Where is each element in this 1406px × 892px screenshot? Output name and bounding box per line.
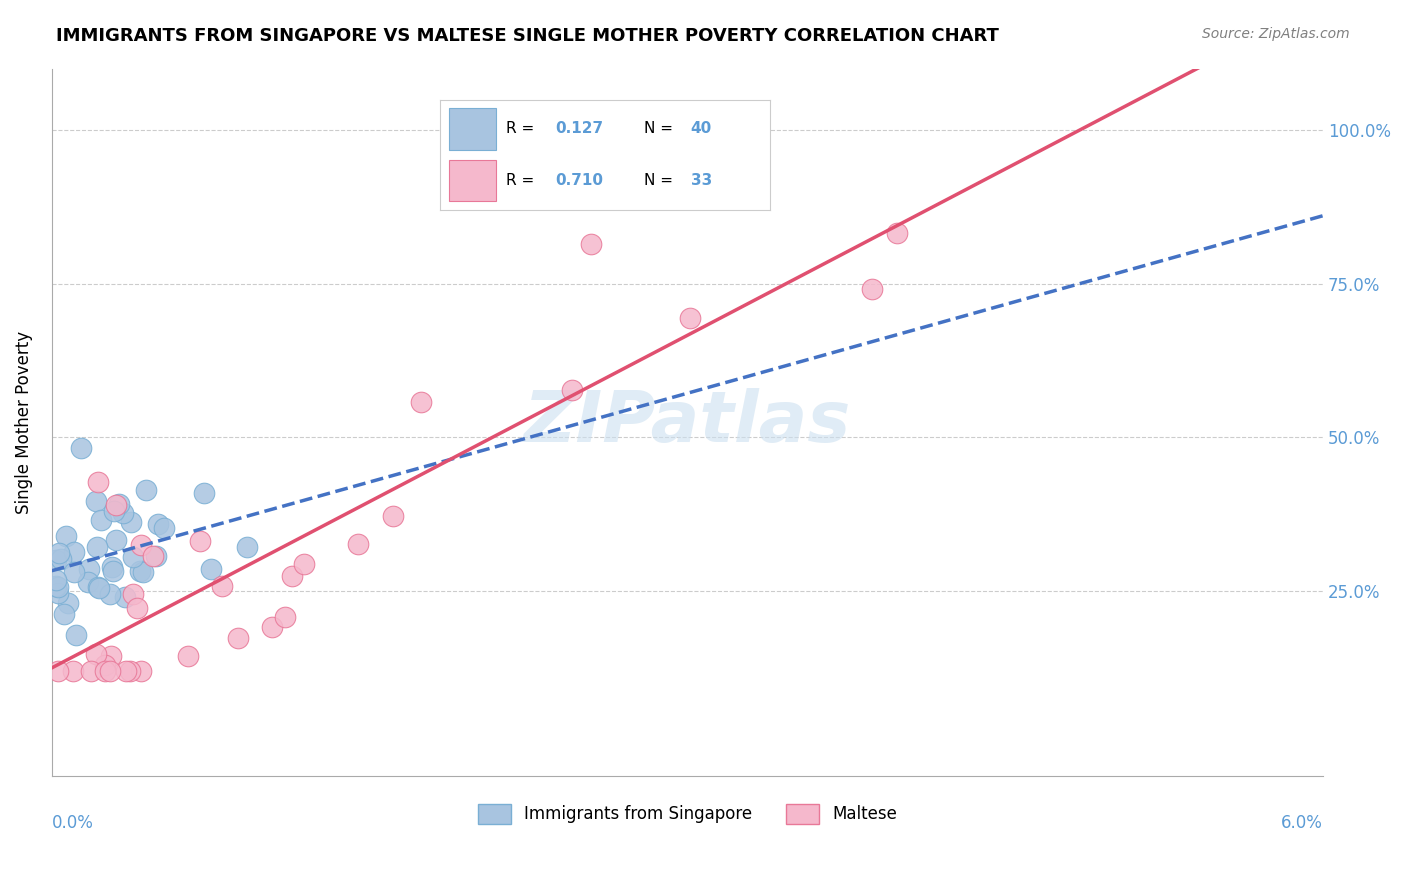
Point (70, 441, 93, 455)
Point (46, 586, 69, 600)
Point (115, 664, 138, 678)
Point (80, 664, 103, 678)
Point (128, 565, 150, 579)
Point (579, 237, 602, 252)
Point (188, 533, 211, 548)
Point (62, 664, 84, 678)
Point (129, 664, 152, 678)
Point (87, 475, 110, 489)
Point (104, 498, 127, 512)
Point (177, 648, 200, 663)
Point (100, 649, 122, 664)
Y-axis label: Single Mother Poverty: Single Mother Poverty (15, 330, 32, 514)
Point (262, 620, 284, 634)
Point (120, 664, 142, 678)
Point (346, 537, 368, 551)
Text: 6.0%: 6.0% (1281, 814, 1323, 832)
Point (101, 564, 124, 578)
Point (142, 549, 165, 563)
Point (153, 521, 176, 535)
Point (104, 533, 127, 547)
Point (148, 517, 170, 532)
Point (129, 538, 152, 552)
Point (145, 549, 167, 563)
Point (84, 647, 107, 661)
Point (46, 580, 69, 594)
Legend: Immigrants from Singapore, Maltese: Immigrants from Singapore, Maltese (471, 797, 904, 830)
Point (45, 553, 67, 567)
Point (65, 628, 87, 642)
Text: ZIPatlas: ZIPatlas (524, 387, 851, 457)
Point (107, 496, 129, 510)
Point (125, 600, 148, 615)
Point (273, 610, 295, 624)
Point (678, 311, 700, 326)
Point (281, 569, 304, 583)
Point (561, 383, 583, 397)
Point (131, 565, 153, 579)
Point (94, 664, 117, 678)
Text: Source: ZipAtlas.com: Source: ZipAtlas.com (1202, 27, 1350, 41)
Point (112, 506, 135, 520)
Point (86, 540, 108, 554)
Point (103, 504, 125, 518)
Point (193, 485, 215, 500)
Point (120, 515, 142, 529)
Point (860, 282, 883, 296)
Point (45, 573, 67, 587)
Point (77, 562, 100, 576)
Point (381, 509, 404, 524)
Text: IMMIGRANTS FROM SINGAPORE VS MALTESE SINGLE MOTHER POVERTY CORRELATION CHART: IMMIGRANTS FROM SINGAPORE VS MALTESE SIN… (56, 27, 1000, 45)
Point (235, 540, 257, 554)
Point (48, 546, 70, 560)
Text: 0.0%: 0.0% (52, 814, 94, 832)
Point (55, 528, 77, 542)
Point (51, 551, 73, 566)
Point (292, 557, 315, 571)
Point (98, 587, 121, 601)
Point (62, 545, 84, 559)
Point (90, 513, 112, 527)
Point (63, 565, 86, 579)
Point (211, 579, 233, 593)
Point (101, 560, 124, 574)
Point (409, 395, 432, 409)
Point (226, 631, 249, 645)
Point (122, 587, 145, 601)
Point (200, 562, 222, 576)
Point (114, 590, 136, 604)
Point (56, 596, 79, 610)
Point (135, 483, 157, 497)
Point (98, 664, 121, 678)
Point (86, 580, 108, 594)
Point (77, 574, 100, 589)
Point (45, 579, 67, 593)
Point (52, 607, 75, 621)
Point (122, 550, 145, 565)
Point (87, 581, 110, 595)
Point (93, 658, 115, 673)
Point (84, 494, 107, 508)
Point (886, 226, 908, 240)
Point (46, 664, 69, 678)
